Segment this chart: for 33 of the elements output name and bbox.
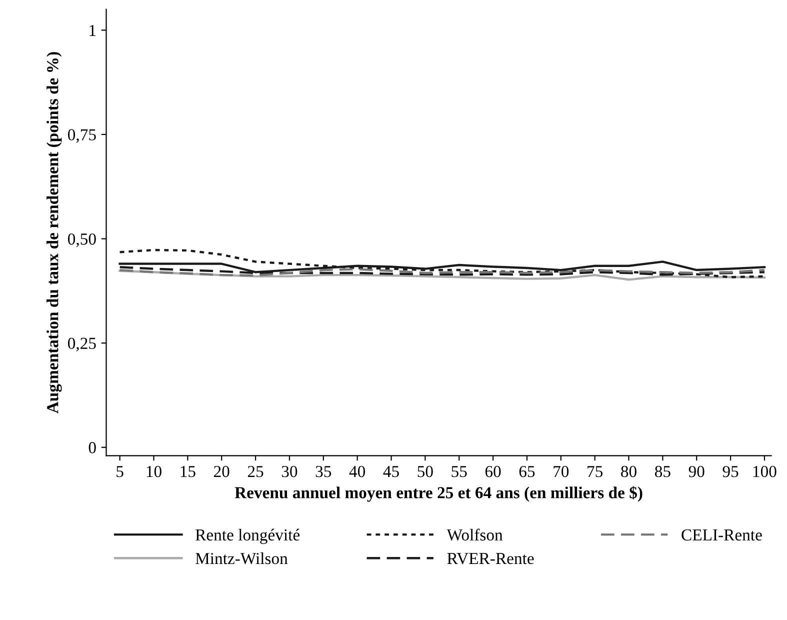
legend-label: Wolfson [446, 528, 503, 541]
x-tick-label: 75 [588, 466, 603, 478]
y-tick-label: 1 [90, 24, 96, 36]
x-tick-label: 90 [688, 466, 704, 478]
x-tick-label: 100 [753, 466, 776, 478]
x-tick-label: 15 [180, 466, 196, 478]
x-tick-label: 95 [722, 466, 738, 478]
legend-label: Mintz-Wilson [196, 552, 288, 564]
x-tick-label: 70 [554, 466, 569, 478]
x-tick-label: 25 [248, 466, 264, 478]
x-tick-label: 40 [349, 466, 366, 478]
x-tick-label: 5 [116, 466, 124, 478]
x-tick-label: 65 [519, 466, 535, 478]
x-tick-label: 35 [316, 466, 332, 478]
y-tick-label: 0,50 [68, 233, 96, 248]
line-series [118, 270, 766, 281]
x-tick-label: 30 [282, 466, 298, 478]
y-axis-title: Augmentation du taux de rendement (points de %) [46, 52, 62, 414]
x-tick-label: 20 [214, 466, 230, 478]
x-tick-label: 45 [383, 466, 399, 478]
y-tick-label: 0,25 [68, 338, 96, 352]
x-tick-label: 50 [418, 466, 433, 478]
legend-label: CELI-Rente [682, 529, 762, 541]
x-tick-label: 60 [485, 466, 501, 478]
y-tick-label: 0 [88, 442, 96, 454]
x-tick-label: 85 [654, 466, 670, 478]
legend-label: Rente longévité [196, 528, 300, 544]
x-tick-label: 10 [146, 466, 162, 478]
x-axis-title: Revenu annuel moyen entre 25 et 64 ans (en milliers de $) [234, 486, 642, 502]
x-tick-label: 55 [452, 466, 467, 478]
x-tick-label: 80 [621, 466, 636, 478]
legend-label: RVER-Rente [447, 553, 534, 564]
y-tick-label: 0,75 [68, 129, 96, 143]
